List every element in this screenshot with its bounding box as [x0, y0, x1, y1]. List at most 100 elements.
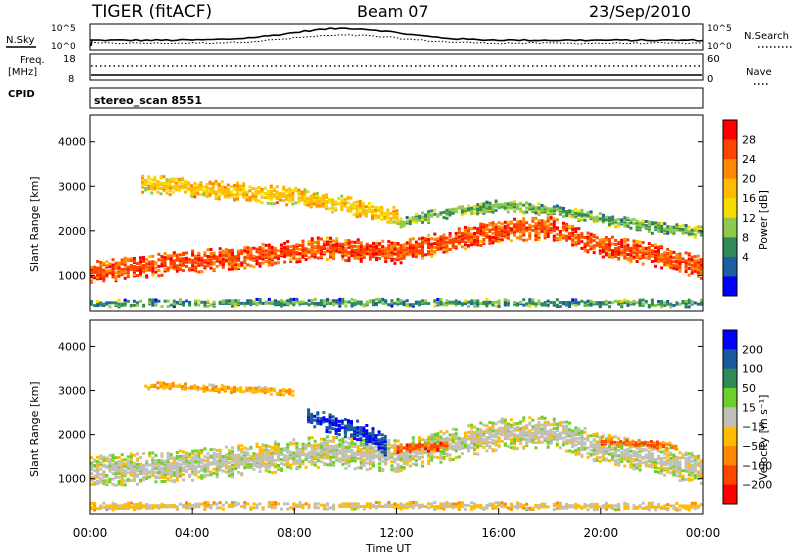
- power-cell: [372, 255, 375, 259]
- power-cell: [488, 235, 492, 239]
- power-cell: [427, 218, 431, 222]
- power-cell: [178, 300, 182, 304]
- power-cell: [549, 207, 553, 211]
- velocity-cell: [255, 442, 259, 446]
- power-cell: [654, 221, 657, 225]
- power-cell: [699, 270, 703, 274]
- power-cell: [120, 258, 124, 262]
- power-cell: [341, 297, 345, 301]
- power-cell: [316, 236, 320, 240]
- velocity-cell: [255, 445, 259, 449]
- velocity-cell: [240, 450, 244, 454]
- power-cell: [325, 196, 328, 200]
- power-cell: [153, 182, 157, 186]
- power-cell: [491, 235, 495, 239]
- power-cell: [231, 299, 234, 303]
- power-cell: [586, 299, 590, 303]
- power-cell: [528, 202, 532, 206]
- power-cell: [154, 302, 158, 306]
- power-cell: [234, 299, 238, 303]
- power-cell: [641, 219, 645, 223]
- power-cell: [427, 302, 431, 305]
- power-cell: [270, 300, 274, 304]
- velocity-cell: [172, 479, 176, 483]
- velocity-cell: [614, 459, 618, 462]
- velocity-cell: [608, 459, 611, 463]
- velocity-cell: [611, 446, 614, 450]
- power-cell: [601, 238, 605, 242]
- power-cell: [148, 267, 152, 271]
- velocity-cell: [353, 445, 357, 448]
- velocity-cell: [175, 461, 179, 465]
- power-cell: [528, 231, 532, 235]
- power-cell: [353, 254, 357, 258]
- power-cell: [356, 245, 360, 248]
- power-cell: [595, 218, 599, 222]
- velocity-cell: [568, 421, 572, 425]
- power-cell: [251, 187, 255, 190]
- power-cell: [154, 270, 158, 274]
- power-cell: [340, 194, 344, 198]
- power-cell: [283, 260, 287, 264]
- power-cell: [307, 256, 311, 260]
- power-cell: [301, 239, 305, 243]
- power-cell: [356, 255, 360, 259]
- velocity-cell: [439, 454, 443, 457]
- velocity-cell: [347, 464, 351, 468]
- velocity-cell: [286, 448, 290, 452]
- power-cell: [352, 205, 356, 209]
- power-cell: [322, 251, 326, 254]
- velocity-cell: [362, 458, 366, 462]
- velocity-cell: [188, 473, 192, 477]
- velocity-cell: [234, 457, 238, 461]
- velocity-cell: [120, 475, 124, 479]
- velocity-cell: [194, 453, 198, 457]
- power-cell: [319, 245, 323, 249]
- power-cell: [654, 259, 657, 263]
- velocity-cell: [148, 475, 152, 479]
- power-cell: [309, 194, 313, 198]
- velocity-cell: [231, 446, 234, 450]
- velocity-cell: [540, 427, 544, 431]
- power-cell: [418, 300, 421, 304]
- power-cell: [168, 182, 172, 186]
- power-cell: [626, 222, 630, 226]
- power-cell: [629, 301, 633, 305]
- y-tick-label: 4000: [58, 136, 86, 149]
- velocity-cell: [427, 459, 431, 463]
- power-cell: [105, 269, 109, 273]
- power-cell: [332, 299, 336, 303]
- velocity-cell: [264, 446, 268, 450]
- power-cell: [214, 197, 218, 201]
- velocity-cell: [519, 437, 523, 441]
- velocity-cell: [457, 440, 461, 444]
- power-cell: [525, 226, 529, 230]
- power-cell: [375, 256, 378, 260]
- power-cell: [160, 305, 164, 308]
- velocity-cell: [295, 445, 299, 449]
- power-cell: [424, 241, 428, 245]
- velocity-cell: [565, 449, 569, 453]
- power-cell: [353, 299, 357, 303]
- power-cell: [424, 213, 428, 217]
- power-cell: [102, 272, 106, 276]
- power-cell: [206, 299, 210, 303]
- power-cell: [261, 261, 265, 265]
- velocity-cell: [136, 452, 139, 456]
- velocity-cell: [534, 429, 538, 433]
- power-cell: [306, 196, 310, 200]
- power-cell: [672, 260, 676, 264]
- power-cell: [362, 303, 366, 307]
- power-cell: [608, 301, 611, 305]
- power-cell: [439, 235, 443, 239]
- velocity-cell: [393, 448, 397, 452]
- power-cell: [654, 243, 657, 247]
- power-cell: [684, 264, 688, 268]
- velocity-cell: [344, 466, 348, 470]
- power-cell: [454, 234, 458, 238]
- power-cell: [215, 255, 219, 259]
- power-cell: [657, 300, 660, 303]
- power-cell: [356, 238, 360, 242]
- power-cell: [273, 246, 277, 250]
